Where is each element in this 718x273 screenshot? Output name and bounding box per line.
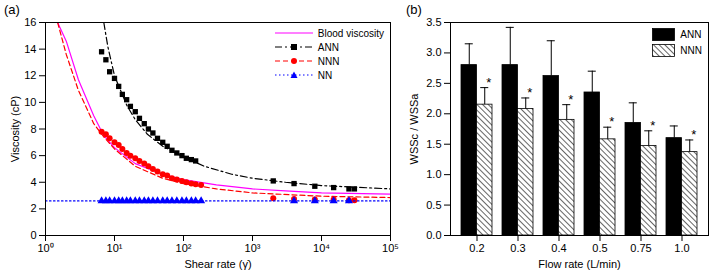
html-text:Blood viscosity: Blood viscosity	[317, 27, 384, 39]
svg-text:*: *	[486, 75, 491, 90]
svg-text:16: 16	[24, 16, 36, 28]
svg-text:*: *	[568, 92, 573, 107]
svg-text:0.4: 0.4	[551, 242, 566, 254]
svg-text:3.5: 3.5	[426, 16, 441, 28]
html-text:ANN: ANN	[680, 28, 702, 40]
svg-text:1.5: 1.5	[426, 138, 441, 150]
html-text:(a): (a)	[4, 2, 20, 17]
html-text:NNN: NNN	[680, 44, 702, 56]
svg-text:*: *	[609, 114, 614, 129]
html-text:ANN: ANN	[317, 41, 339, 53]
html-text:NN: NN	[317, 69, 333, 81]
svg-text:6: 6	[30, 149, 36, 161]
svg-text:10⁰: 10⁰	[37, 242, 53, 254]
html-text:(b): (b)	[406, 2, 422, 17]
svg-text:10²: 10²	[176, 242, 192, 254]
svg-text:3.0: 3.0	[426, 46, 441, 58]
svg-text:10⁴: 10⁴	[313, 242, 330, 254]
svg-text:*: *	[527, 85, 532, 100]
svg-text:0.3: 0.3	[510, 242, 525, 254]
svg-text:WSSc / WSSa: WSSc / WSSa	[408, 93, 420, 165]
svg-text:2.5: 2.5	[426, 77, 441, 89]
svg-text:*: *	[691, 127, 696, 142]
svg-text:10⁵: 10⁵	[382, 242, 399, 254]
svg-text:0.2: 0.2	[469, 242, 484, 254]
svg-text:Viscosity (cP): Viscosity (cP)	[9, 96, 21, 162]
svg-text:0.5: 0.5	[592, 242, 607, 254]
svg-text:0.75: 0.75	[630, 242, 651, 254]
svg-text:8: 8	[30, 123, 36, 135]
svg-text:0.5: 0.5	[426, 199, 441, 211]
svg-text:Flow rate (L/min): Flow rate (L/min)	[538, 258, 621, 270]
svg-text:1.0: 1.0	[674, 242, 689, 254]
svg-text:10¹: 10¹	[107, 242, 123, 254]
svg-text:*: *	[650, 118, 655, 133]
svg-text:0: 0	[30, 229, 36, 241]
svg-text:4: 4	[30, 176, 36, 188]
svg-text:0.0: 0.0	[426, 229, 441, 241]
svg-text:14: 14	[24, 43, 36, 55]
svg-text:10: 10	[24, 96, 36, 108]
svg-text:1.0: 1.0	[426, 168, 441, 180]
svg-text:12: 12	[24, 69, 36, 81]
html-text:NNN: NNN	[317, 55, 340, 67]
svg-text:2: 2	[30, 202, 36, 214]
svg-text:Shear rate (γ̇): Shear rate (γ̇)	[184, 258, 251, 270]
svg-text:10³: 10³	[245, 242, 261, 254]
svg-text:2.0: 2.0	[426, 107, 441, 119]
